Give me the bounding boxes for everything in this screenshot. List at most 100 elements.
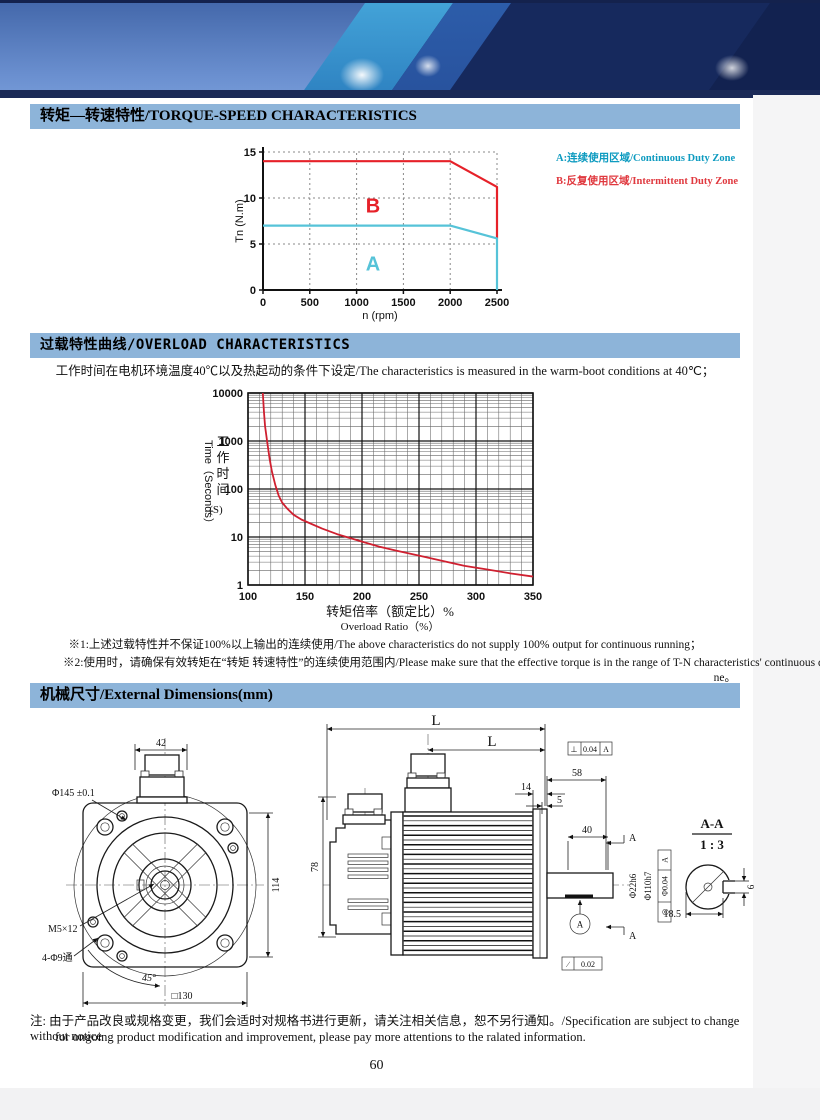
output-shaft bbox=[546, 872, 614, 899]
svg-text:0.04: 0.04 bbox=[583, 745, 597, 754]
svg-text:1: 1 bbox=[237, 580, 243, 592]
banner-bottom-strip bbox=[0, 90, 820, 98]
overload-note-2: ※2:使用时，请确保有效转矩在“转矩 转速特性”的连续使用范围内/Please … bbox=[63, 657, 820, 669]
svg-text:0.02: 0.02 bbox=[581, 960, 595, 969]
section-title-torque-speed: 转矩—转速特性/TORQUE-SPEED CHARACTERISTICS bbox=[30, 104, 740, 129]
svg-text:300: 300 bbox=[467, 591, 485, 603]
encoder-housing bbox=[329, 819, 392, 935]
svg-text:100: 100 bbox=[239, 591, 257, 603]
section-scale: 1 : 3 bbox=[700, 837, 724, 852]
dim-overall-length: L bbox=[431, 713, 440, 729]
svg-text:A: A bbox=[661, 857, 670, 863]
svg-text:A: A bbox=[366, 254, 380, 276]
overload-y-axis-unit: (S) bbox=[209, 504, 223, 516]
power-connector bbox=[404, 753, 452, 813]
footer-note-line2: for ongoing product modification and imp… bbox=[55, 1030, 586, 1044]
dim-connector-width: 42 bbox=[156, 738, 166, 749]
dim-key-length: 40 bbox=[582, 825, 592, 836]
banner-dark-stripe bbox=[692, 3, 820, 98]
torque-speed-y-axis-label: Tn (N.m) bbox=[234, 199, 246, 242]
svg-text:15: 15 bbox=[244, 147, 256, 159]
overload-y-axis-label-cn: 工作时间 bbox=[216, 434, 229, 497]
svg-text:1500: 1500 bbox=[391, 297, 415, 309]
dim-shaft-length: 58 bbox=[572, 768, 582, 779]
svg-text:250: 250 bbox=[410, 591, 428, 603]
svg-text:5: 5 bbox=[250, 239, 256, 251]
overload-note-2-wrap: ne。 bbox=[713, 672, 736, 684]
front-endbell bbox=[390, 811, 404, 956]
dim-length2: L bbox=[487, 734, 496, 750]
svg-text:200: 200 bbox=[353, 591, 371, 603]
side-view: L L ⊥ 0.04 A 58 14 5 bbox=[310, 713, 672, 971]
mounting-holes bbox=[96, 818, 234, 952]
dim-spigot-diameter: Φ110h7 bbox=[643, 871, 653, 900]
banner-glow bbox=[715, 55, 749, 81]
dim-spigot-depth: 5 bbox=[557, 795, 562, 806]
section-mark-bottom: A bbox=[629, 931, 637, 942]
section-title: A-A bbox=[700, 816, 724, 831]
dim-tap-hole: M5×12 bbox=[48, 924, 78, 935]
overload-x-axis-label-en: Overload Ratio（%） bbox=[341, 620, 440, 633]
svg-text:B: B bbox=[366, 196, 380, 218]
svg-text:10000: 10000 bbox=[212, 388, 243, 400]
front-connector bbox=[136, 754, 188, 804]
dim-shaft-diameter: Φ22h6 bbox=[628, 873, 638, 898]
motor-body-ribs bbox=[403, 815, 533, 952]
dim-key-width: 6 bbox=[746, 884, 756, 889]
section-view-aa: A-A 1 : 3 18.5 6 bbox=[664, 816, 757, 920]
front-view: 42 114 Φ145 ±0.1 M5×12 4-Φ9通 45° □130 bbox=[42, 738, 282, 1007]
encoder-connector bbox=[342, 793, 386, 825]
section-title-overload: 过载特性曲线/OVERLOAD CHARACTERISTICS bbox=[30, 333, 740, 358]
dim-encoder-height: 78 bbox=[310, 862, 321, 872]
overload-note-1: ※1:上述过载特性并不保证100%以上输出的连续使用/The above cha… bbox=[68, 639, 702, 651]
perpendicularity-frame: ⊥ 0.04 A bbox=[567, 741, 613, 756]
torque-speed-x-axis-label: n (rpm) bbox=[362, 310, 397, 322]
dim-flange-offset: 14 bbox=[521, 782, 531, 793]
torque-speed-plot: 0 500 1000 1500 2000 2500 0 5 10 15 B A bbox=[244, 147, 509, 309]
legend-intermittent-duty: B:反复使用区域/Intermittent Duty Zone bbox=[556, 176, 738, 187]
dim-flange-diameter: Φ145 ±0.1 bbox=[52, 788, 95, 799]
overload-y-axis-label-en: Time（Seconds） bbox=[202, 440, 215, 529]
runout-frame: ◎ Φ0.04 A bbox=[657, 849, 672, 923]
svg-text:10: 10 bbox=[244, 193, 256, 205]
header-banner bbox=[0, 0, 820, 98]
svg-text:2000: 2000 bbox=[438, 297, 462, 309]
banner-glow bbox=[415, 55, 441, 77]
section-title-dimensions: 机械尺寸/External Dimensions(mm) bbox=[30, 683, 740, 708]
svg-text:0: 0 bbox=[250, 285, 256, 297]
footer-note-line1: 注: 由于产品改良或规格变更，我们会适时对规格书进行更新，请关注相关信息，恕不另… bbox=[30, 1014, 740, 1043]
page-bottom-band bbox=[0, 1088, 820, 1120]
page-right-margin bbox=[753, 95, 820, 1088]
svg-text:2500: 2500 bbox=[485, 297, 509, 309]
page-number: 60 bbox=[369, 1058, 384, 1073]
torque-speed-chart: Tn (N.m) n (rpm) 0 500 1000 1500 2000 2500 0 5 1… bbox=[234, 147, 509, 322]
banner-glow bbox=[340, 58, 384, 92]
svg-text:0: 0 bbox=[260, 297, 266, 309]
svg-text:◎: ◎ bbox=[661, 908, 670, 915]
dim-hole-angle: 45° bbox=[142, 973, 156, 984]
shaft-key bbox=[565, 894, 593, 898]
overload-test-conditions: 工作时间在电机环境温度40℃以及热起动的条件下设定/The characteri… bbox=[55, 364, 715, 378]
flatness-frame: ∕ 0.02 bbox=[561, 956, 603, 971]
datum-a: A bbox=[577, 920, 584, 930]
dim-frame-size: □130 bbox=[171, 991, 192, 1002]
section-mark-top: A bbox=[629, 833, 637, 844]
overload-plot: 100 150 200 250 300 350 1 10 100 1000 10000 bbox=[212, 388, 542, 603]
svg-text:A: A bbox=[603, 745, 609, 754]
svg-text:Φ0.04: Φ0.04 bbox=[661, 876, 670, 896]
svg-text:150: 150 bbox=[296, 591, 314, 603]
overload-x-axis-label-cn: 转矩倍率（额定比）% bbox=[326, 604, 454, 619]
svg-text:350: 350 bbox=[524, 591, 542, 603]
external-dimensions-drawing: 42 114 Φ145 ±0.1 M5×12 4-Φ9通 45° □130 bbox=[42, 713, 757, 1007]
overload-chart: Time（Seconds） 工作时间 (S) 转矩倍率（额定比）% Overlo… bbox=[202, 388, 542, 633]
dim-body-height: 114 bbox=[271, 878, 282, 893]
svg-text:⊥: ⊥ bbox=[571, 745, 578, 754]
svg-text:100: 100 bbox=[225, 484, 243, 496]
dim-mount-holes: 4-Φ9通 bbox=[42, 952, 73, 964]
svg-text:1000: 1000 bbox=[219, 436, 243, 448]
torque-speed-legend: A:连续使用区域/Continuous Duty Zone B:反复使用区域/I… bbox=[556, 147, 806, 193]
dim-across-flat: 18.5 bbox=[664, 909, 682, 920]
svg-text:10: 10 bbox=[231, 532, 243, 544]
svg-text:∕: ∕ bbox=[565, 960, 570, 969]
